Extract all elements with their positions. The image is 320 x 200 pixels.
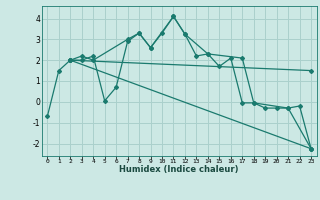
X-axis label: Humidex (Indice chaleur): Humidex (Indice chaleur) xyxy=(119,165,239,174)
